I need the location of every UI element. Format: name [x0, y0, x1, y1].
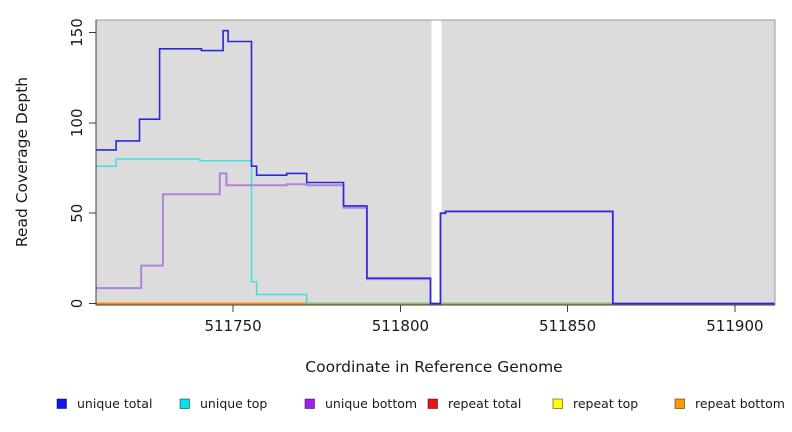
- legend-swatch: [427, 398, 438, 409]
- legend-label: repeat total: [448, 396, 521, 411]
- chart-legend: unique total unique top unique bottom repea…: [56, 396, 785, 411]
- legend-item-repeat-top: repeat top: [552, 396, 638, 411]
- x-axis-title: Coordinate in Reference Genome: [305, 358, 562, 376]
- coverage-gap-mask: [431, 20, 442, 305]
- legend-item-repeat-bottom: repeat bottom: [674, 396, 785, 411]
- axis-tick-labels: 511750 511800 511850 511900 0 50 100 150: [68, 18, 764, 335]
- series-layer-above-gap: [96, 29, 775, 305]
- series-unique-total-line: [96, 29, 775, 305]
- legend-label: unique top: [200, 396, 267, 411]
- legend-item-unique-total: unique total: [56, 396, 152, 411]
- x-tick-label-511750: 511750: [204, 317, 261, 335]
- legend-label: repeat top: [573, 396, 638, 411]
- x-tick-label-511800: 511800: [372, 317, 429, 335]
- legend-item-unique-bottom: unique bottom: [304, 396, 417, 411]
- x-tick-label-511850: 511850: [539, 317, 596, 335]
- legend-swatch: [674, 398, 685, 409]
- y-tick-label-0: 0: [68, 299, 86, 309]
- legend-swatch: [552, 398, 563, 409]
- y-axis-title: Read Coverage Depth: [13, 77, 31, 247]
- legend-label: unique bottom: [325, 396, 417, 411]
- axis-ticks: [89, 32, 736, 312]
- legend-swatch: [304, 398, 315, 409]
- legend-label: unique total: [77, 396, 152, 411]
- y-tick-label-150: 150: [68, 18, 86, 47]
- legend-label: repeat bottom: [695, 396, 785, 411]
- legend-swatch: [179, 398, 190, 409]
- legend-item-unique-top: unique top: [179, 396, 267, 411]
- legend-item-repeat-total: repeat total: [427, 396, 521, 411]
- y-tick-label-50: 50: [68, 204, 86, 223]
- coverage-gap-layer: [431, 20, 442, 305]
- y-tick-label-100: 100: [68, 108, 86, 137]
- x-tick-label-511900: 511900: [706, 317, 763, 335]
- legend-swatch: [56, 398, 67, 409]
